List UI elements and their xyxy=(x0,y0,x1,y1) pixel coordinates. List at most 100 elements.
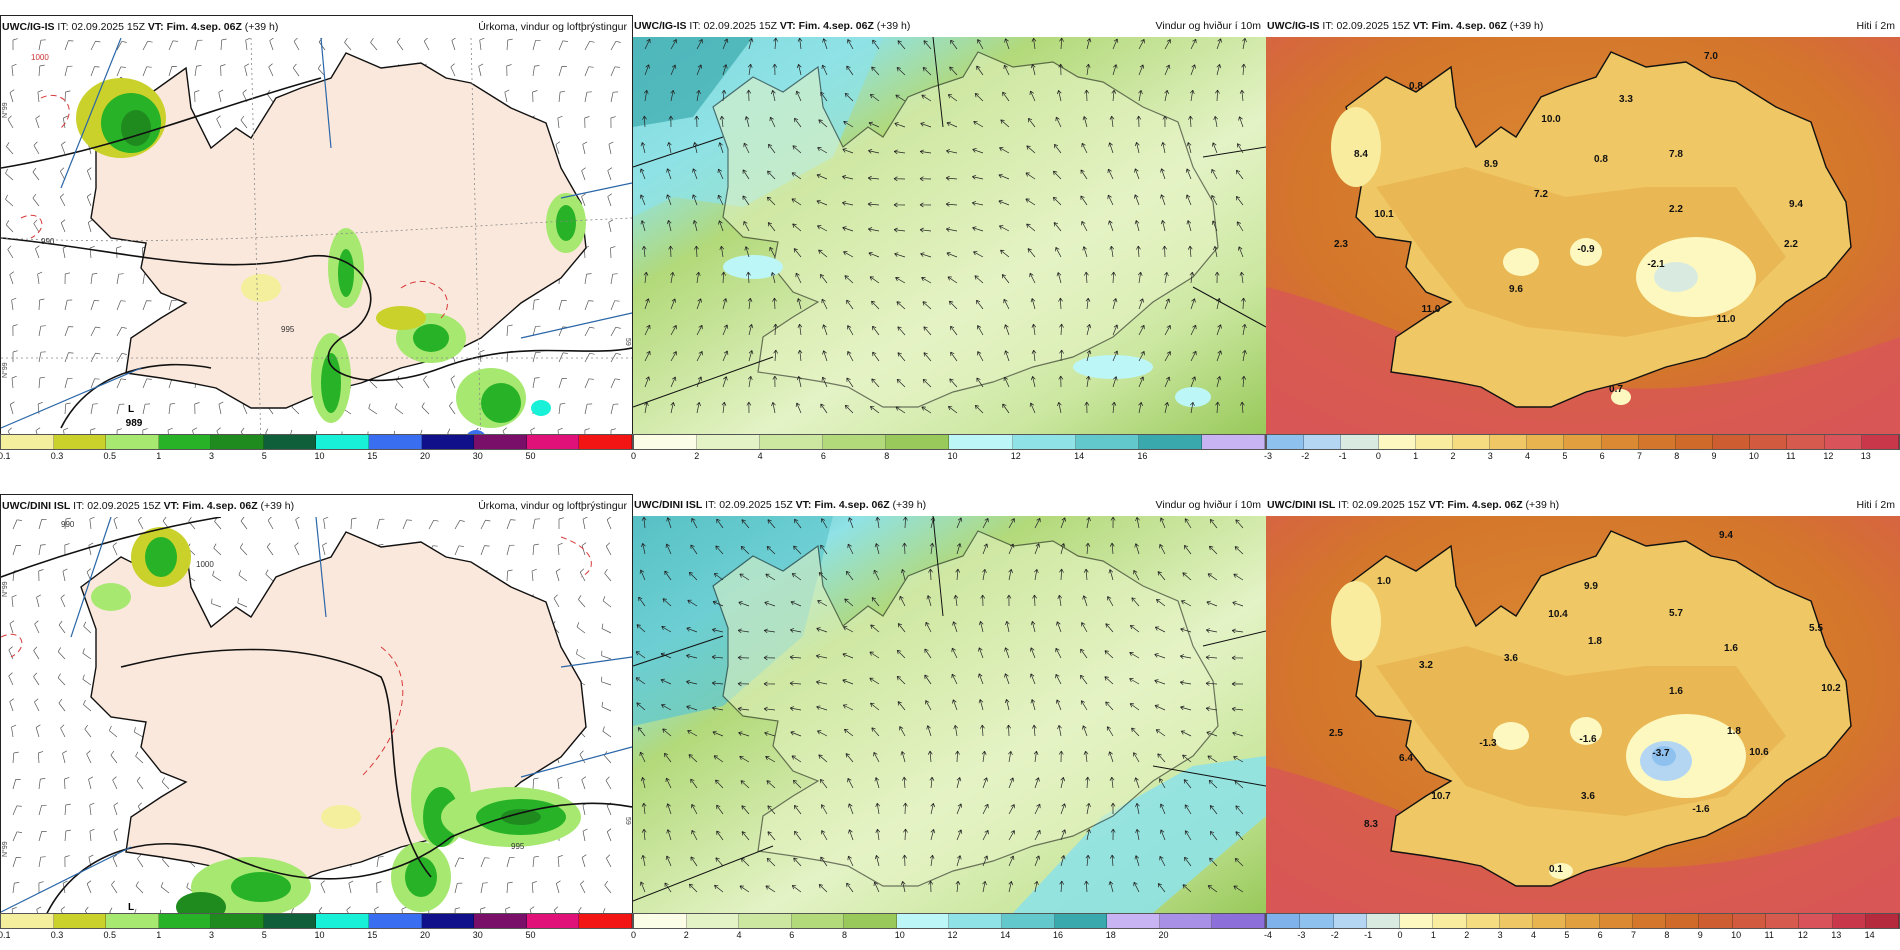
colorbar-swatch xyxy=(1002,914,1055,928)
run-info: UWC/DINI ISL IT: 02.09.2025 15Z VT: Fim.… xyxy=(1267,494,1559,516)
colorbar-swatch xyxy=(1107,914,1160,928)
temp-label: 2.2 xyxy=(1784,239,1798,250)
colorbar-tick-label: 0.5 xyxy=(104,930,117,940)
temp-label: -0.9 xyxy=(1577,244,1595,255)
colorbar-swatches xyxy=(1266,913,1900,929)
colorbar-tick-label: 4 xyxy=(737,930,742,940)
colorbar-tick-label: 0 xyxy=(631,930,636,940)
colorbar-swatch xyxy=(369,435,422,449)
temp-label: 0.1 xyxy=(1549,864,1563,875)
colorbar-tick-label: 9 xyxy=(1698,930,1703,940)
low-pressure-letter: L xyxy=(128,404,134,415)
colorbar-tick-label: 3 xyxy=(209,930,214,940)
colorbar-tick-label: -4 xyxy=(1264,930,1272,940)
colorbar-swatch xyxy=(687,914,740,928)
colorbar-tick-label: 11 xyxy=(1786,451,1795,461)
panel-temp-top: UWC/IG-IS IT: 02.09.2025 15Z VT: Fim. 4.… xyxy=(1266,15,1900,434)
colorbar-swatch xyxy=(474,435,527,449)
colorbar-swatch xyxy=(1267,914,1300,928)
colorbar-swatch xyxy=(949,435,1012,449)
colorbar-swatch xyxy=(1367,914,1400,928)
colorbar-tick-label: 7 xyxy=(1631,930,1636,940)
colorbar-swatch xyxy=(106,435,159,449)
wind-colorbar-bottom: 0 2 4 6 8 10 12 14 16 18 20 xyxy=(633,913,1266,943)
temp-label: 10.7 xyxy=(1431,791,1451,802)
temp-label: 10.2 xyxy=(1821,683,1841,694)
colorbar-tick-label: 4 xyxy=(1525,451,1530,461)
colorbar-tick-label: -2 xyxy=(1301,451,1309,461)
colorbar-tick-label: 8 xyxy=(842,930,847,940)
temp-label: 0.7 xyxy=(1609,384,1623,395)
colorbar-swatch xyxy=(579,914,632,928)
temp-label: -2.1 xyxy=(1647,259,1665,270)
colorbar-tick-label: 6 xyxy=(821,451,826,461)
panel-header: UWC/DINI ISL IT: 02.09.2025 15Z VT: Fim.… xyxy=(1,495,632,517)
temp-label: 1.8 xyxy=(1727,726,1741,737)
colorbar-tick-label: -3 xyxy=(1264,451,1272,461)
colorbar-tick-label: 6 xyxy=(1600,451,1605,461)
panel-temp-bottom: UWC/DINI ISL IT: 02.09.2025 15Z VT: Fim.… xyxy=(1266,494,1900,913)
colorbar-tick-label: 12 xyxy=(1798,930,1808,940)
colorbar-tick-label: 10 xyxy=(948,451,958,461)
colorbar-ticks: 0.1 0.3 0.5 1 3 5 10 15 20 30 50 xyxy=(0,450,633,462)
colorbar-tick-label: 10 xyxy=(1749,451,1759,461)
panel-title: Úrkoma, vindur og loftþrýstingur xyxy=(478,16,627,38)
temp-label: 8.3 xyxy=(1364,819,1378,830)
panel-title: Hiti í 2m xyxy=(1856,494,1895,516)
colorbar-swatch xyxy=(264,914,317,928)
precip-colorbar-top: 0.1 0.3 0.5 1 3 5 10 15 20 30 50 xyxy=(0,434,633,464)
temp-label: 5.7 xyxy=(1669,608,1683,619)
colorbar-tick-label: 5 xyxy=(262,451,267,461)
colorbar-tick-label: 20 xyxy=(420,451,430,461)
colorbar-tick-label: 5 xyxy=(1564,930,1569,940)
colorbar-swatch xyxy=(1160,914,1213,928)
temp-label: 7.2 xyxy=(1534,189,1548,200)
colorbar-swatch xyxy=(1766,914,1799,928)
temp-label: 3.6 xyxy=(1504,653,1518,664)
colorbar-swatch xyxy=(211,435,264,449)
isobar-label: 990 xyxy=(41,237,55,246)
colorbar-swatches xyxy=(633,913,1266,929)
grid-label: N°99 xyxy=(1,841,9,857)
temp-label: 10.4 xyxy=(1548,609,1568,620)
temp-label: -3.7 xyxy=(1652,748,1670,759)
colorbar-swatch xyxy=(1,914,54,928)
temp-label: 2.2 xyxy=(1669,204,1683,215)
colorbar-swatch xyxy=(369,914,422,928)
colorbar-swatch xyxy=(159,435,212,449)
temp-label: 11.0 xyxy=(1717,314,1736,325)
colorbar-tick-label: 0.5 xyxy=(104,451,117,461)
colorbar-tick-label: 10 xyxy=(315,930,325,940)
isobar-label: 995 xyxy=(281,325,295,334)
colorbar-tick-label: 0 xyxy=(631,451,636,461)
panel-title: Úrkoma, vindur og loftþrýstingur xyxy=(478,495,627,517)
colorbar-swatch xyxy=(1416,435,1453,449)
colorbar-swatches xyxy=(633,434,1266,450)
colorbar-swatch xyxy=(697,435,760,449)
colorbar-tick-label: 0.3 xyxy=(51,930,64,940)
colorbar-tick-label: 50 xyxy=(526,451,536,461)
temp-label: 3.6 xyxy=(1581,791,1595,802)
temp-label: 9.6 xyxy=(1509,284,1523,295)
colorbar-swatch xyxy=(1500,914,1533,928)
colorbar-tick-label: 2 xyxy=(1450,451,1455,461)
run-info: UWC/DINI ISL IT: 02.09.2025 15Z VT: Fim.… xyxy=(2,495,294,517)
colorbar-swatch xyxy=(1304,435,1341,449)
colorbar-swatch xyxy=(527,435,580,449)
isobar-label: 990 xyxy=(61,520,75,529)
colorbar-tick-label: 2 xyxy=(1464,930,1469,940)
colorbar-swatch xyxy=(1300,914,1333,928)
colorbar-tick-label: 1 xyxy=(156,451,161,461)
colorbar-swatch xyxy=(1527,435,1564,449)
colorbar-tick-label: 3 xyxy=(209,451,214,461)
precip-map: L 989 990 995 1000 N°99 N°99 59 xyxy=(1,38,632,448)
colorbar-swatch xyxy=(54,914,107,928)
colorbar-swatch xyxy=(1639,435,1676,449)
panel-wind-top: UWC/IG-IS IT: 02.09.2025 15Z VT: Fim. 4.… xyxy=(633,15,1266,434)
colorbar-swatch xyxy=(1202,435,1265,449)
colorbar-tick-label: 1 xyxy=(1431,930,1436,940)
colorbar-swatch xyxy=(1566,914,1599,928)
colorbar-swatch xyxy=(264,435,317,449)
colorbar-swatch xyxy=(579,435,632,449)
colorbar-tick-label: 11 xyxy=(1765,930,1774,940)
